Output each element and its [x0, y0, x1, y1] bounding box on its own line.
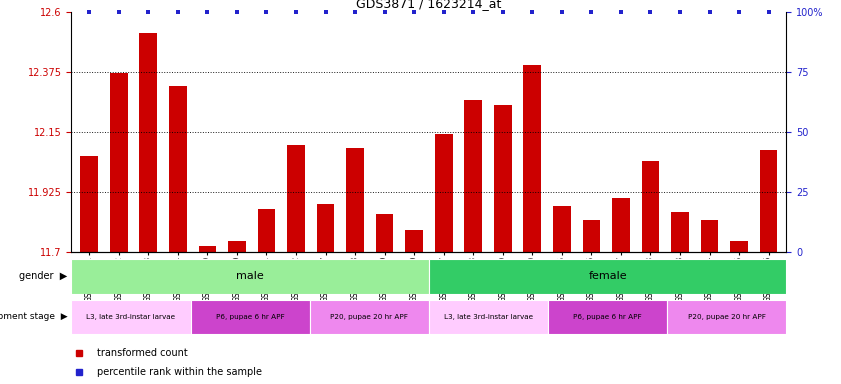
Bar: [435, 134, 452, 252]
Bar: [667, 300, 786, 334]
Text: P20, pupae 20 hr APF: P20, pupae 20 hr APF: [688, 314, 765, 320]
Bar: [287, 145, 304, 252]
Bar: [71, 259, 429, 294]
Bar: [583, 220, 600, 252]
Text: percentile rank within the sample: percentile rank within the sample: [97, 367, 262, 377]
Bar: [464, 99, 482, 252]
Text: development stage  ▶: development stage ▶: [0, 312, 67, 321]
Bar: [523, 65, 541, 252]
Bar: [642, 161, 659, 252]
Bar: [257, 209, 275, 252]
Bar: [169, 86, 187, 252]
Bar: [494, 105, 511, 252]
Text: male: male: [236, 271, 264, 281]
Bar: [346, 147, 364, 252]
Bar: [429, 300, 548, 334]
Bar: [309, 300, 429, 334]
Bar: [759, 150, 777, 252]
Bar: [317, 204, 335, 252]
Bar: [191, 300, 309, 334]
Text: female: female: [589, 271, 627, 281]
Bar: [671, 212, 689, 252]
Bar: [110, 73, 128, 252]
Bar: [376, 214, 394, 252]
Text: gender  ▶: gender ▶: [19, 271, 67, 281]
Bar: [730, 241, 748, 252]
Bar: [198, 246, 216, 252]
Bar: [81, 156, 98, 252]
Bar: [553, 206, 571, 252]
Text: P20, pupae 20 hr APF: P20, pupae 20 hr APF: [331, 314, 408, 320]
Bar: [228, 241, 246, 252]
Text: L3, late 3rd-instar larvae: L3, late 3rd-instar larvae: [87, 314, 176, 320]
Bar: [548, 300, 667, 334]
Bar: [140, 33, 157, 252]
Text: transformed count: transformed count: [97, 348, 188, 358]
Text: P6, pupae 6 hr APF: P6, pupae 6 hr APF: [216, 314, 284, 320]
Title: GDS3871 / 1623214_at: GDS3871 / 1623214_at: [357, 0, 501, 10]
Bar: [405, 230, 423, 252]
Bar: [429, 259, 786, 294]
Text: L3, late 3rd-instar larvae: L3, late 3rd-instar larvae: [444, 314, 533, 320]
Bar: [612, 198, 630, 252]
Bar: [71, 300, 191, 334]
Text: P6, pupae 6 hr APF: P6, pupae 6 hr APF: [574, 314, 642, 320]
Bar: [701, 220, 718, 252]
